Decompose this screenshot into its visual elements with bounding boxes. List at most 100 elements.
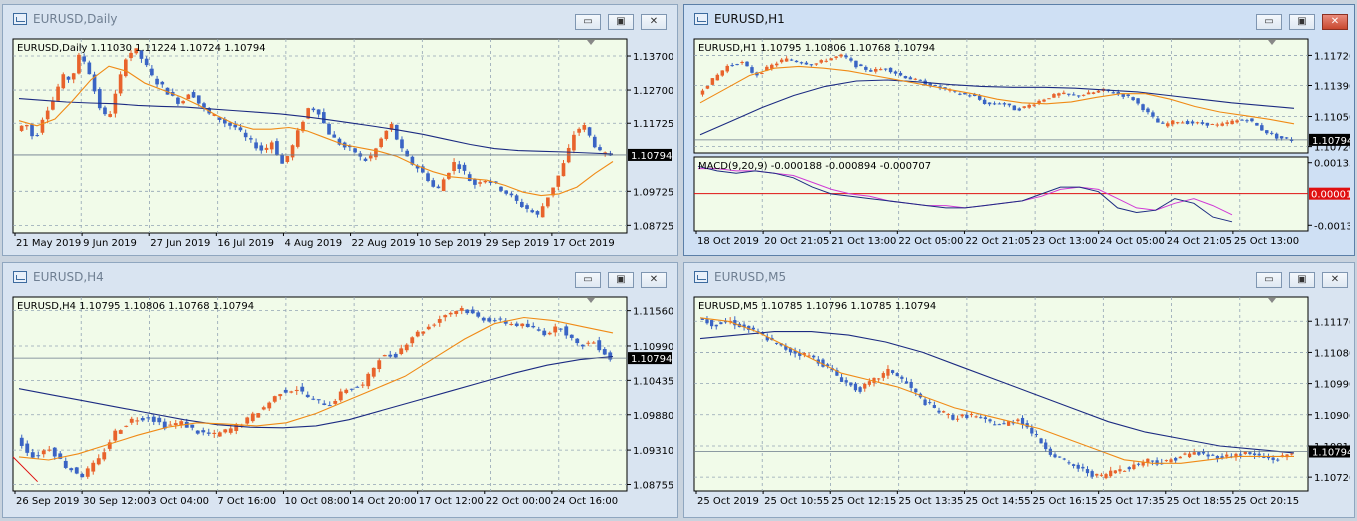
candle-body: [150, 68, 154, 76]
candle-body: [1047, 98, 1051, 100]
candle-body: [963, 93, 967, 95]
minimize-button[interactable]: ▭: [575, 272, 601, 288]
candle-body: [1020, 417, 1025, 425]
macd-header: MACD(9,20,9) -0.000188 -0.000894 -0.0007…: [698, 161, 931, 172]
candle-body: [794, 60, 799, 63]
price-chart-h4[interactable]: 1.11560 1.10990 1.10435 1.09880 1.09310 1.087…: [9, 295, 674, 513]
maximize-button[interactable]: ▣: [1289, 272, 1315, 288]
candle-body: [1017, 108, 1022, 111]
candle-body: [829, 58, 833, 61]
window-titlebar[interactable]: EURUSD,H4 ▭ ▣ ✕: [3, 263, 677, 293]
candle-body: [41, 450, 46, 455]
candle-body: [51, 100, 55, 110]
minimize-button[interactable]: ▭: [1256, 272, 1282, 288]
x-tick-label: 14 Oct 20:00: [352, 496, 417, 507]
chart-area[interactable]: 1.11560 1.10990 1.10435 1.09880 1.09310 1.087…: [9, 295, 674, 517]
chart-window-daily[interactable]: EURUSD,Daily ▭ ▣ ✕ 1.13700 1.12700 1.11725…: [2, 4, 678, 256]
chart-area[interactable]: 1.13700 1.12700 1.11725 1.09725 1.08725 1.107…: [9, 37, 674, 255]
maximize-button[interactable]: ▣: [608, 272, 634, 288]
close-button[interactable]: ✕: [1322, 272, 1348, 288]
price-chart-daily[interactable]: 1.13700 1.12700 1.11725 1.09725 1.08725 1.107…: [9, 37, 674, 251]
candle-body: [553, 326, 558, 333]
x-tick-label: 26 Sep 2019: [16, 496, 79, 507]
candle-body: [30, 124, 34, 137]
candle-body: [384, 130, 389, 139]
candle-body: [452, 162, 456, 171]
candle-body: [1239, 454, 1243, 456]
y-tick-label: 1.10900: [1314, 411, 1350, 422]
candle-body: [348, 145, 352, 148]
candle-body: [1006, 421, 1011, 426]
candle-body: [597, 340, 602, 351]
window-titlebar[interactable]: EURUSD,Daily ▭ ▣ ✕: [3, 5, 677, 35]
current-price-box: [628, 352, 672, 365]
candle-body: [212, 432, 217, 434]
window-titlebar[interactable]: EURUSD,H1 ▭ ▣ ✕: [684, 5, 1354, 35]
candle-body: [63, 460, 68, 468]
close-button[interactable]: ✕: [641, 14, 667, 30]
candle-body: [201, 430, 206, 433]
price-chart-h1[interactable]: 1.11720 1.11390 1.11050 1.107201.10794 EURUS…: [690, 37, 1357, 251]
candle-body: [283, 389, 288, 393]
chart-shift-marker: [1268, 298, 1276, 303]
candle-body: [432, 324, 437, 326]
candle-body: [564, 326, 569, 336]
candle-body: [66, 76, 71, 80]
y-tick-label: 1.09880: [633, 411, 673, 422]
candle-body: [997, 424, 1001, 426]
candle-body: [730, 65, 734, 67]
candle-body: [1127, 467, 1131, 470]
candle-body: [844, 380, 848, 383]
candle-body: [1002, 103, 1007, 105]
chart-area[interactable]: 1.111701.110801.109901.109001.108101.107…: [690, 295, 1355, 517]
candle-body: [243, 132, 248, 138]
candle-body: [700, 90, 705, 95]
candle-body: [1090, 471, 1094, 477]
candle-body: [587, 127, 592, 136]
candle-body: [913, 78, 918, 80]
candle-body: [530, 210, 535, 213]
candle-body: [1136, 98, 1140, 104]
candle-body: [572, 134, 576, 151]
candle-body: [1053, 454, 1057, 458]
price-chart-m5[interactable]: 1.111701.110801.109901.109001.108101.107…: [690, 295, 1355, 513]
candle-body: [788, 347, 793, 353]
candle-body: [311, 398, 316, 400]
y-tick-label: 1.10720: [1314, 473, 1350, 484]
maximize-button[interactable]: ▣: [608, 14, 634, 30]
close-button[interactable]: ✕: [1322, 14, 1348, 30]
window-titlebar[interactable]: EURUSD,M5 ▭ ▣ ✕: [684, 263, 1354, 293]
candle-body: [514, 323, 519, 326]
candle-body: [509, 323, 514, 325]
candle-body: [459, 308, 464, 311]
candle-body: [745, 61, 749, 67]
moving-average-fast: [699, 65, 1295, 125]
candle-body: [869, 70, 873, 72]
close-button[interactable]: ✕: [641, 272, 667, 288]
x-tick-label: 20 Oct 21:05: [764, 236, 829, 247]
minimize-button[interactable]: ▭: [1256, 14, 1282, 30]
x-tick-label: 25 Oct 13:35: [898, 496, 963, 507]
candle-body: [844, 55, 848, 58]
chart-window-h4[interactable]: EURUSD,H4 ▭ ▣ ✕ 1.11560 1.10990 1.10435 1.0…: [2, 262, 678, 518]
candle-body: [1058, 456, 1062, 458]
chart-window-m5[interactable]: EURUSD,M5 ▭ ▣ ✕ 1.11170 1.11080 1.10990 1.1…: [683, 262, 1355, 518]
candle-body: [368, 155, 373, 159]
candle-body: [1067, 93, 1071, 95]
x-tick-label: 27 Jun 2019: [150, 238, 210, 249]
candle-body: [1170, 120, 1175, 125]
minimize-button[interactable]: ▭: [575, 14, 601, 30]
candle-body: [61, 74, 66, 89]
maximize-button[interactable]: ▣: [1289, 14, 1315, 30]
chart-area[interactable]: 1.11720 1.11390 1.11050 1.107201.10794 EURUS…: [690, 37, 1357, 255]
chart-window-h1[interactable]: EURUSD,H1 ▭ ▣ ✕ 1.117201.113901.110501.1…: [683, 4, 1357, 256]
candle-body: [923, 399, 927, 406]
candle-body: [1169, 459, 1173, 463]
candle-body: [974, 416, 978, 418]
y-tick-label: 1.11050: [1314, 113, 1350, 124]
candle-body: [82, 56, 86, 62]
x-tick-label: 25 Oct 17:35: [1100, 496, 1165, 507]
y-tick-label: 1.10720: [1314, 143, 1350, 154]
candle-body: [316, 109, 321, 115]
candle-body: [540, 206, 545, 218]
